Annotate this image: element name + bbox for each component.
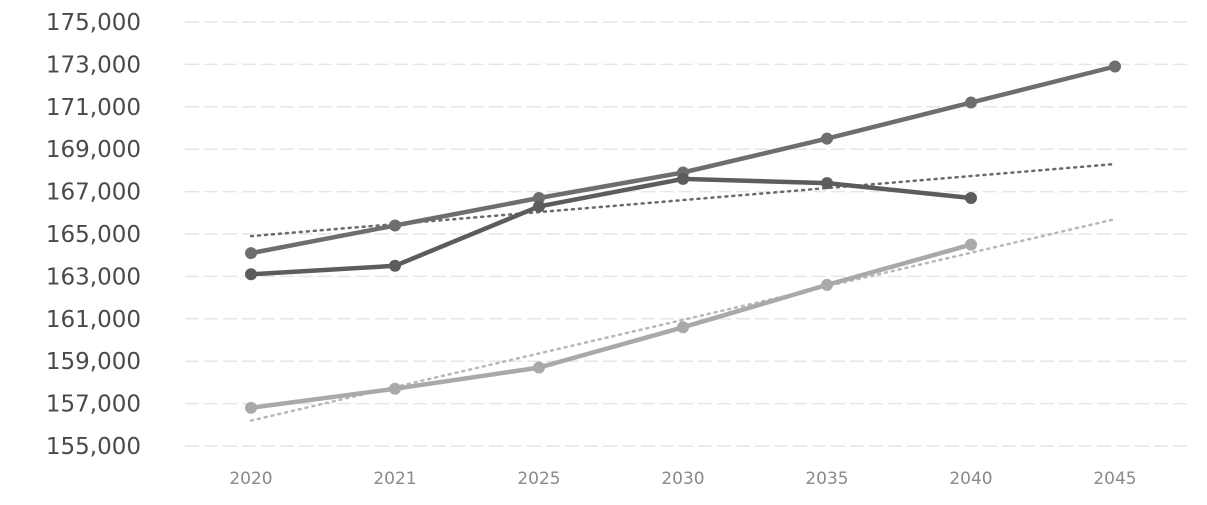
y-tick-label: 173,000 — [46, 52, 141, 78]
trendline — [249, 162, 1117, 238]
x-tick-label: 2030 — [661, 469, 704, 489]
x-tick-label: 2035 — [805, 469, 848, 489]
x-tick-label: 2021 — [373, 469, 416, 489]
data-point — [677, 172, 689, 185]
data-point — [965, 191, 977, 204]
y-tick-label: 163,000 — [46, 264, 141, 290]
trendlines — [249, 162, 1117, 422]
data-point — [533, 191, 545, 204]
x-tick-label: 2040 — [949, 469, 992, 489]
y-tick-label: 175,000 — [46, 10, 141, 36]
data-series — [245, 60, 1121, 414]
y-tick-label: 161,000 — [46, 307, 141, 333]
y-tick-label: 167,000 — [46, 180, 141, 206]
data-point — [965, 238, 977, 251]
data-point — [245, 247, 257, 260]
y-tick-label: 171,000 — [46, 95, 141, 121]
data-point — [245, 268, 257, 281]
series-line — [248, 176, 974, 277]
data-point — [533, 200, 545, 213]
y-tick-label: 155,000 — [46, 434, 141, 460]
data-point — [245, 401, 257, 414]
y-tick-label: 169,000 — [46, 137, 141, 163]
x-tick-label: 2045 — [1093, 469, 1136, 489]
series-3 — [245, 238, 977, 414]
data-point — [389, 382, 401, 395]
x-tick-label: 2025 — [517, 469, 560, 489]
data-point — [821, 278, 833, 291]
data-point — [821, 132, 833, 145]
series-1 — [245, 60, 1121, 260]
data-point — [389, 219, 401, 232]
series-line — [248, 64, 1118, 256]
data-point — [821, 177, 833, 190]
x-tick-label: 2020 — [229, 469, 272, 489]
y-axis-tick-labels: 155,000 157,000 159,000 161,000 163,000 165,0… — [46, 10, 141, 460]
data-point — [1109, 60, 1121, 73]
x-axis-tick-labels: 2020 2021 2025 2030 2035 2040 2045 — [229, 469, 1136, 489]
y-tick-label: 159,000 — [46, 349, 141, 375]
data-point — [389, 259, 401, 272]
y-tick-label: 157,000 — [46, 392, 141, 418]
data-point — [965, 96, 977, 109]
data-point — [533, 361, 545, 374]
series-line — [248, 242, 974, 411]
series-2 — [245, 172, 977, 281]
data-point — [677, 321, 689, 334]
y-tick-label: 165,000 — [46, 222, 141, 248]
